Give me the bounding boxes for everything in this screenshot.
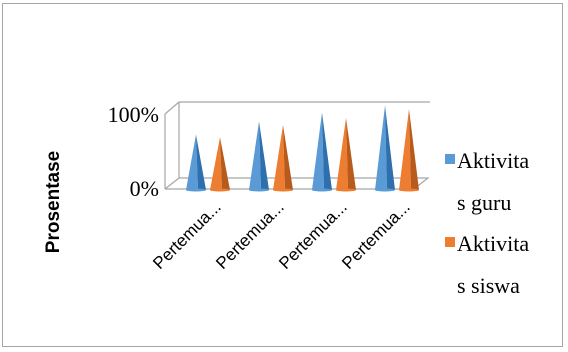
cone-siswa-3 bbox=[336, 117, 356, 192]
cone-siswa-2 bbox=[273, 124, 293, 192]
y-tick-100: 100% bbox=[108, 102, 159, 127]
legend-swatch-guru bbox=[445, 154, 455, 164]
legend: Aktivita s guru Aktivita s siswa bbox=[445, 148, 529, 298]
cone-guru-2 bbox=[249, 121, 269, 192]
cone-marks bbox=[186, 105, 419, 192]
cone-guru-4 bbox=[375, 105, 395, 192]
y-tick-0: 0% bbox=[130, 176, 159, 201]
cone-chart: Prosentase 0% 100% Pertemua...Pertemua..… bbox=[43, 101, 529, 298]
legend-label-siswa-line2: s siswa bbox=[457, 273, 520, 298]
legend-label-siswa-line1: Aktivita bbox=[457, 231, 529, 256]
chart-frame: Prosentase 0% 100% Pertemua... Pertemua..… bbox=[2, 3, 563, 347]
cone-siswa-4 bbox=[399, 109, 419, 192]
cone-guru-1 bbox=[186, 134, 206, 192]
y-axis-label: Prosentase bbox=[43, 151, 64, 253]
cone-siswa-1 bbox=[210, 137, 230, 192]
legend-label-guru-line1: Aktivita bbox=[457, 148, 529, 173]
cone-guru-3 bbox=[312, 112, 332, 192]
legend-label-guru-line2: s guru bbox=[457, 190, 511, 215]
side-wall-top bbox=[164, 101, 180, 115]
x-tick-label-4: Pertemua... bbox=[338, 197, 414, 273]
category-labels: Pertemua...Pertemua...Pertemua...Pertemu… bbox=[149, 197, 414, 273]
legend-swatch-siswa bbox=[445, 237, 455, 247]
